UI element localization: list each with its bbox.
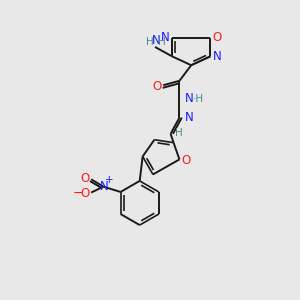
Text: N: N bbox=[161, 31, 170, 44]
Text: N: N bbox=[185, 92, 194, 105]
Text: −: − bbox=[73, 187, 83, 200]
Text: O: O bbox=[212, 31, 221, 44]
Text: N: N bbox=[185, 111, 194, 124]
Text: H: H bbox=[146, 37, 154, 47]
Text: O: O bbox=[152, 80, 161, 93]
Text: N: N bbox=[152, 34, 160, 47]
Text: N: N bbox=[100, 180, 109, 193]
Text: H: H bbox=[175, 128, 183, 138]
Text: N: N bbox=[212, 50, 221, 63]
Text: O: O bbox=[80, 172, 89, 185]
Text: ·H: ·H bbox=[193, 94, 204, 104]
Text: O: O bbox=[80, 187, 89, 200]
Text: H: H bbox=[158, 37, 166, 47]
Text: +: + bbox=[105, 175, 114, 185]
Text: O: O bbox=[181, 154, 190, 166]
